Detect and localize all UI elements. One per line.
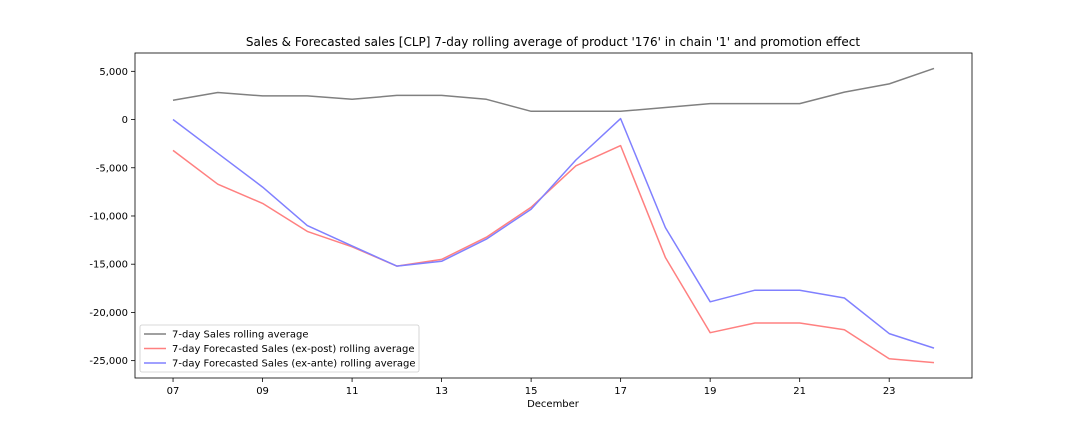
legend-label: 7-day Forecasted Sales (ex-ante) rolling… — [172, 359, 416, 370]
y-tick-label: -15,000 — [89, 260, 128, 271]
x-tick-label: 09 — [256, 386, 269, 397]
legend-box — [139, 324, 420, 373]
x-tick-label: 19 — [704, 386, 717, 397]
plot-frame — [134, 52, 973, 379]
y-tick-label: -25,000 — [89, 356, 128, 367]
y-tick-label: 0 — [122, 115, 128, 126]
legend-entry-sales: 7-day Sales rolling average — [144, 330, 308, 341]
x-axis-label: December — [527, 399, 580, 410]
forecast-ex-post-line — [172, 144, 935, 364]
x-tick-label: 23 — [883, 386, 896, 397]
x-tick-label: 07 — [167, 386, 180, 397]
legend-entry-forecast-ex-post: 7-day Forecasted Sales (ex-post) rolling… — [144, 344, 415, 355]
y-tick-label: -10,000 — [89, 211, 128, 222]
legend-entry-forecast-ex-ante: 7-day Forecasted Sales (ex-ante) rolling… — [144, 359, 416, 370]
sales-line — [172, 67, 935, 113]
x-axis: 07 09 11 13 15 17 19 21 23 — [167, 378, 896, 397]
x-tick-label: 17 — [614, 386, 627, 397]
plot-area — [134, 52, 973, 379]
y-tick-label: -5,000 — [96, 163, 128, 174]
x-tick-label: 13 — [435, 386, 448, 397]
chart-title: Sales & Forecasted sales [CLP] 7-day rol… — [246, 35, 860, 49]
y-axis: 5,000 0 -5,000 -10,000 -15,000 -20,000 -25,000 — [89, 67, 135, 367]
forecast-ex-ante-line — [172, 117, 935, 349]
series-lines — [172, 67, 935, 364]
y-tick-label: -20,000 — [89, 308, 128, 319]
x-tick-label: 15 — [525, 386, 538, 397]
legend-label: 7-day Sales rolling average — [172, 330, 308, 341]
y-tick-label: 5,000 — [99, 67, 128, 78]
legend-label: 7-day Forecasted Sales (ex-post) rolling… — [172, 344, 415, 355]
x-tick-label: 11 — [346, 386, 359, 397]
x-tick-label: 21 — [793, 386, 806, 397]
legend: 7-day Sales rolling average 7-day Forecas… — [139, 324, 420, 373]
